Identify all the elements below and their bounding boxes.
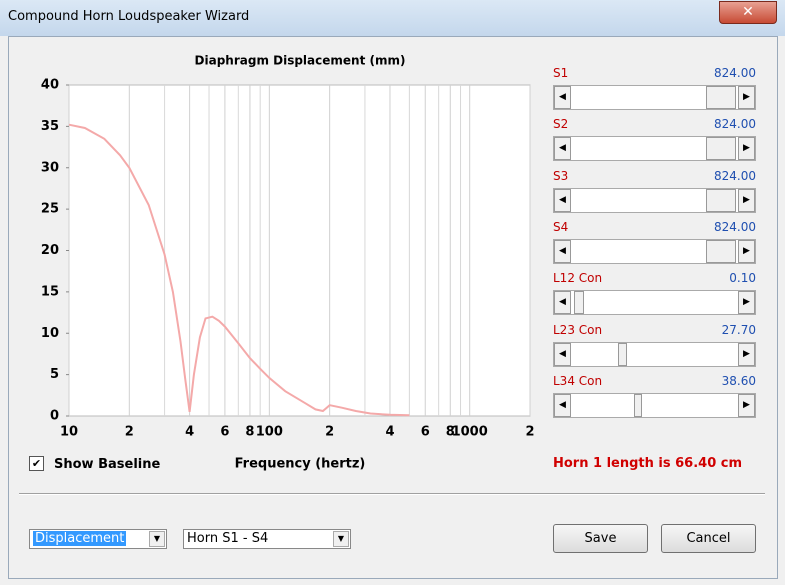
- y-tick-label: 5: [50, 367, 59, 382]
- x-tick-label: 4: [185, 425, 194, 440]
- x-axis-label: Frequency (hertz): [235, 457, 366, 472]
- scrollbar[interactable]: ◀ ▶: [553, 392, 756, 418]
- slider-value: 0.10: [729, 271, 756, 286]
- slider-value: 824.00: [714, 219, 756, 234]
- x-tick-label: 4: [385, 425, 394, 440]
- slider-label: S4: [553, 219, 569, 234]
- x-tick-label: 2: [325, 425, 334, 440]
- scroll-right[interactable]: ▶: [738, 86, 755, 109]
- scroll-left[interactable]: ◀: [554, 393, 571, 417]
- scroll-right[interactable]: ▶: [738, 137, 755, 161]
- status-text: Horn 1 length is 66.40 cm: [553, 456, 743, 471]
- slider-value: 824.00: [714, 117, 756, 132]
- y-tick-label: 40: [41, 78, 59, 93]
- slider-label: L23 Con: [553, 322, 603, 337]
- y-tick-label: 10: [41, 326, 59, 341]
- scroll-right[interactable]: ▶: [738, 239, 755, 263]
- y-tick-label: 20: [41, 243, 59, 258]
- title-bar: Compound Horn Loudspeaker Wizard ✕: [0, 0, 785, 36]
- slider-value: 27.70: [721, 322, 756, 337]
- scroll-left[interactable]: ◀: [554, 342, 571, 366]
- dropdown-arrow[interactable]: ▼: [333, 531, 349, 547]
- separator: [19, 493, 765, 495]
- dropdown-text: Displacement: [33, 531, 127, 546]
- y-tick-label: 30: [41, 160, 59, 175]
- scroll-left[interactable]: ◀: [554, 188, 571, 212]
- x-tick-label: 6: [220, 425, 229, 440]
- dropdown[interactable]: Horn S1 - S4 ▼: [183, 529, 351, 549]
- scroll-right[interactable]: ▶: [738, 188, 755, 212]
- slider-label: S3: [553, 168, 569, 183]
- x-tick-label: 6: [421, 425, 430, 440]
- y-tick-label: 35: [41, 119, 59, 134]
- x-tick-label: 2: [125, 425, 134, 440]
- slider-label: L12 Con: [553, 271, 603, 286]
- scroll-left[interactable]: ◀: [554, 239, 571, 263]
- slider-value: 824.00: [714, 168, 756, 183]
- button-label: Cancel: [686, 531, 731, 546]
- scroll-left[interactable]: ◀: [554, 137, 571, 161]
- scroll-thumb[interactable]: [706, 137, 736, 161]
- scroll-right[interactable]: ▶: [738, 393, 755, 417]
- scrollbar[interactable]: ◀ ▶: [553, 136, 756, 162]
- dropdown[interactable]: Displacement ▼: [29, 529, 167, 549]
- save-button[interactable]: Save: [553, 524, 648, 553]
- checkbox[interactable]: ✔: [29, 456, 44, 471]
- chart-title: Diaphragm Displacement (mm): [195, 54, 406, 68]
- scroll-thumb[interactable]: [706, 188, 736, 212]
- x-tick-label: 10: [60, 425, 78, 440]
- scroll-thumb[interactable]: [706, 239, 736, 263]
- scrollbar[interactable]: ◀ ▶: [553, 187, 756, 213]
- close-button[interactable]: ✕: [719, 1, 777, 24]
- x-tick-label: 1000: [452, 425, 488, 440]
- slider-label: S2: [553, 117, 569, 132]
- dropdown-arrow[interactable]: ▼: [149, 531, 165, 547]
- scroll-right[interactable]: ▶: [738, 291, 755, 315]
- x-tick-label: 8: [446, 425, 455, 440]
- y-tick-label: 25: [41, 202, 59, 217]
- slider-value: 38.60: [721, 373, 756, 388]
- chart: Diaphragm Displacement (mm) Frequency (h…: [41, 54, 535, 472]
- plot-area: [68, 84, 531, 417]
- x-tick-label: 2: [525, 425, 534, 440]
- scrollbar[interactable]: ◀ ▶: [553, 341, 756, 367]
- y-tick-label: 0: [50, 409, 59, 424]
- scroll-thumb[interactable]: [706, 86, 736, 109]
- scrollbar[interactable]: ◀ ▶: [553, 238, 756, 264]
- cancel-button[interactable]: Cancel: [661, 524, 756, 553]
- scroll-thumb[interactable]: [574, 291, 584, 315]
- scrollbar[interactable]: ◀ ▶: [553, 290, 756, 316]
- dropdown-text: Horn S1 - S4: [187, 531, 269, 546]
- x-tick-label: 8: [245, 425, 254, 440]
- scroll-left[interactable]: ◀: [554, 291, 571, 315]
- slider-label: L34 Con: [553, 373, 603, 388]
- y-tick-label: 15: [41, 284, 59, 299]
- scroll-left[interactable]: ◀: [554, 86, 571, 109]
- checkbox-label[interactable]: Show Baseline: [54, 457, 161, 472]
- scroll-thumb[interactable]: [634, 393, 642, 417]
- x-tick-label: 100: [256, 425, 283, 440]
- data-line: [68, 123, 410, 417]
- scroll-thumb[interactable]: [618, 342, 627, 366]
- slider-value: 824.00: [714, 66, 756, 80]
- window-title: Compound Horn Loudspeaker Wizard: [8, 9, 250, 24]
- slider-label: S1: [553, 66, 569, 80]
- scroll-right[interactable]: ▶: [738, 342, 755, 366]
- scrollbar[interactable]: ◀ ▶: [553, 85, 756, 110]
- button-label: Save: [584, 531, 617, 546]
